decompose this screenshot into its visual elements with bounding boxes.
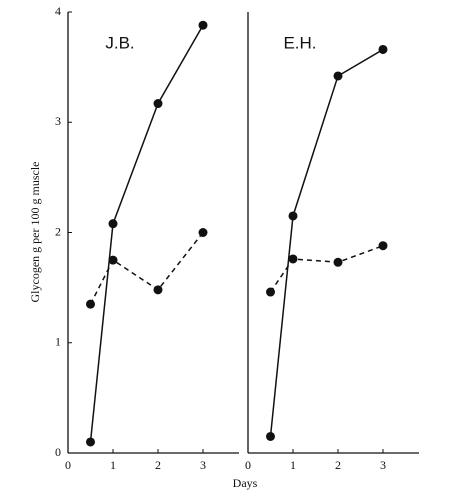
x-tick-label: 1 xyxy=(110,458,116,472)
data-point xyxy=(288,254,298,264)
data-point xyxy=(378,44,388,54)
data-point xyxy=(153,285,163,295)
x-tick-label: 1 xyxy=(290,458,296,472)
data-point xyxy=(108,219,118,229)
x-tick-label: 3 xyxy=(380,458,386,472)
data-point xyxy=(86,437,95,447)
x-tick-label: 3 xyxy=(200,458,206,472)
data-point xyxy=(153,99,163,109)
series-line xyxy=(89,232,204,305)
data-point xyxy=(266,287,275,297)
y-tick-label: 1 xyxy=(55,335,61,349)
data-point xyxy=(198,228,208,237)
y-tick-label: 3 xyxy=(55,114,61,128)
x-tick-label: 0 xyxy=(65,458,71,472)
data-point xyxy=(378,241,388,251)
x-tick-label: 2 xyxy=(335,458,341,472)
panel-title: J.B. xyxy=(105,33,134,52)
data-point xyxy=(266,431,275,441)
data-point xyxy=(333,257,343,267)
data-point xyxy=(86,299,95,309)
data-point xyxy=(333,71,343,81)
panel-title: E.H. xyxy=(283,33,316,52)
data-point xyxy=(288,211,298,221)
x-tick-label: 0 xyxy=(245,458,251,472)
series-line xyxy=(269,245,384,293)
y-tick-label: 4 xyxy=(55,4,61,18)
x-tick-label: 2 xyxy=(155,458,161,472)
series-line xyxy=(89,24,204,443)
series-line xyxy=(269,48,384,437)
x-axis-label: Days xyxy=(233,476,258,490)
data-point xyxy=(108,255,118,265)
y-axis-label: Glycogen g per 100 g muscle xyxy=(28,162,42,303)
data-point xyxy=(198,20,208,30)
y-tick-label: 0 xyxy=(55,445,61,459)
y-tick-label: 2 xyxy=(55,224,61,238)
